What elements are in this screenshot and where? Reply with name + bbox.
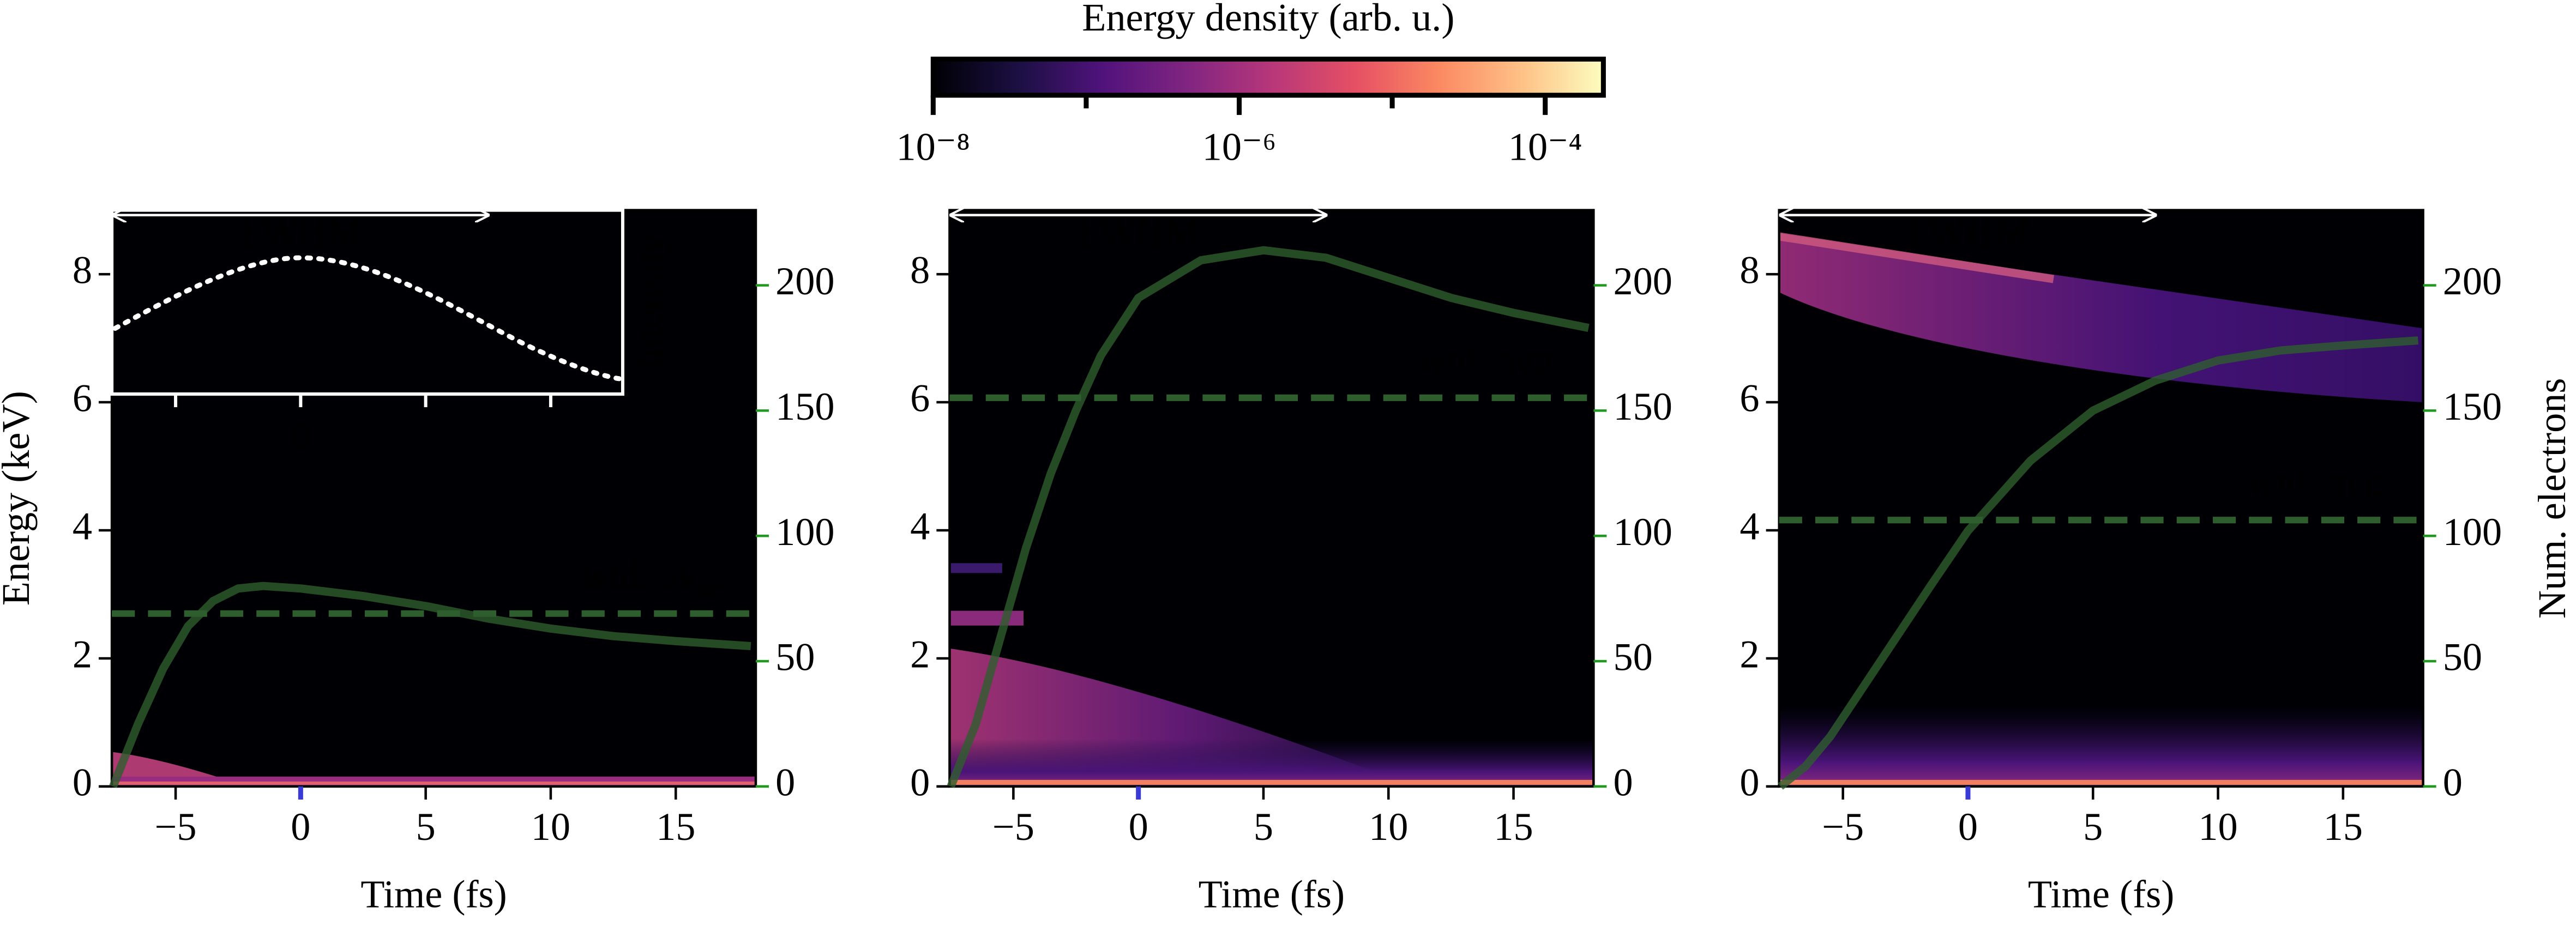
y-axis-label: Energy (keV) bbox=[0, 391, 38, 606]
x-tick-label: 15 bbox=[2324, 805, 2363, 849]
y-tick-label: 8 bbox=[910, 249, 930, 292]
average-label: wtd. avg. bbox=[2248, 460, 2393, 504]
x-tick-label: −5 bbox=[155, 805, 197, 849]
y-tick-label: 6 bbox=[1740, 377, 1759, 420]
y2-tick-label: 50 bbox=[775, 636, 815, 679]
y2-axis-label: Num. electrons bbox=[2530, 378, 2574, 619]
inset-frame bbox=[110, 208, 624, 396]
fwhm-label: FWHM bbox=[239, 210, 362, 254]
x-tick-label: 0 bbox=[1129, 805, 1148, 849]
x-tick-label: 10 bbox=[2198, 805, 2237, 849]
y2-tick-label: 0 bbox=[1613, 761, 1633, 804]
x-axis-label: Time (fs) bbox=[360, 872, 507, 916]
x-tick-label: 15 bbox=[1494, 805, 1533, 849]
y2-tick-label: 200 bbox=[775, 259, 834, 303]
x-tick-label: 10 bbox=[1369, 805, 1408, 849]
colorbar-label: Energy density (arb. u.) bbox=[1082, 0, 1454, 39]
fwhm-label: FWHM bbox=[1077, 210, 1200, 254]
x-tick-label: 0 bbox=[1958, 805, 1978, 849]
average-label: wtd. avg. bbox=[1418, 337, 1564, 381]
heatmap-image bbox=[112, 210, 2423, 786]
inset-tick-label: 0 bbox=[291, 414, 310, 458]
y-tick-label: 8 bbox=[73, 249, 92, 292]
y2-tick-label: 0 bbox=[775, 761, 795, 804]
y-tick-label: 4 bbox=[73, 505, 92, 548]
colorbar-tick-label: 10⁻⁸ bbox=[896, 125, 970, 169]
y2-tick-label: 150 bbox=[2443, 385, 2502, 428]
y-tick-label: 0 bbox=[73, 761, 92, 804]
colorbar-tick-label: 10⁻⁴ bbox=[1508, 125, 1582, 169]
y2-tick-label: 0 bbox=[2443, 761, 2463, 804]
x-tick-label: 15 bbox=[656, 805, 695, 849]
y2-tick-label: 50 bbox=[1613, 636, 1652, 679]
y2-tick-label: 100 bbox=[2443, 510, 2502, 554]
y2-tick-label: 100 bbox=[1613, 510, 1672, 554]
x-tick-label: 5 bbox=[1254, 805, 1273, 849]
y2-tick-label: 200 bbox=[2443, 259, 2502, 303]
y2-tick-label: 150 bbox=[775, 385, 834, 428]
y2-tick-label: 150 bbox=[1613, 385, 1672, 428]
fwhm-label: FWHM bbox=[1906, 210, 2029, 254]
x-tick-label: 5 bbox=[2083, 805, 2103, 849]
y2-tick-label: 100 bbox=[775, 510, 834, 554]
x-tick-label: 0 bbox=[291, 805, 310, 849]
inset-y-label: Intensity bbox=[628, 233, 672, 371]
y-tick-label: 6 bbox=[910, 377, 930, 420]
x-axis-label: Time (fs) bbox=[1199, 872, 1345, 916]
y-tick-label: 0 bbox=[910, 761, 930, 804]
y-tick-label: 2 bbox=[1740, 633, 1759, 676]
y-tick-label: 8 bbox=[1740, 249, 1759, 292]
colorbar bbox=[930, 56, 1606, 98]
line-series bbox=[947, 246, 1590, 788]
y-tick-label: 2 bbox=[73, 633, 92, 676]
y-tick-label: 4 bbox=[910, 505, 930, 548]
x-tick-label: 5 bbox=[416, 805, 436, 849]
x-tick-label: −5 bbox=[992, 805, 1034, 849]
y2-tick-label: 50 bbox=[2443, 636, 2482, 679]
y-tick-label: 4 bbox=[1740, 505, 1759, 548]
y-tick-label: 6 bbox=[73, 377, 92, 420]
y-tick-label: 0 bbox=[1740, 761, 1759, 804]
line-series bbox=[109, 582, 751, 788]
average-label: wtd. avg. bbox=[581, 553, 726, 597]
line-series bbox=[1778, 336, 2418, 790]
x-tick-label: −5 bbox=[1822, 805, 1864, 849]
x-axis-label: Time (fs) bbox=[2028, 872, 2174, 916]
y-tick-label: 2 bbox=[910, 633, 930, 676]
x-tick-label: 10 bbox=[531, 805, 570, 849]
colorbar-tick-label: 10⁻⁶ bbox=[1202, 125, 1277, 169]
y2-tick-label: 200 bbox=[1613, 259, 1672, 303]
